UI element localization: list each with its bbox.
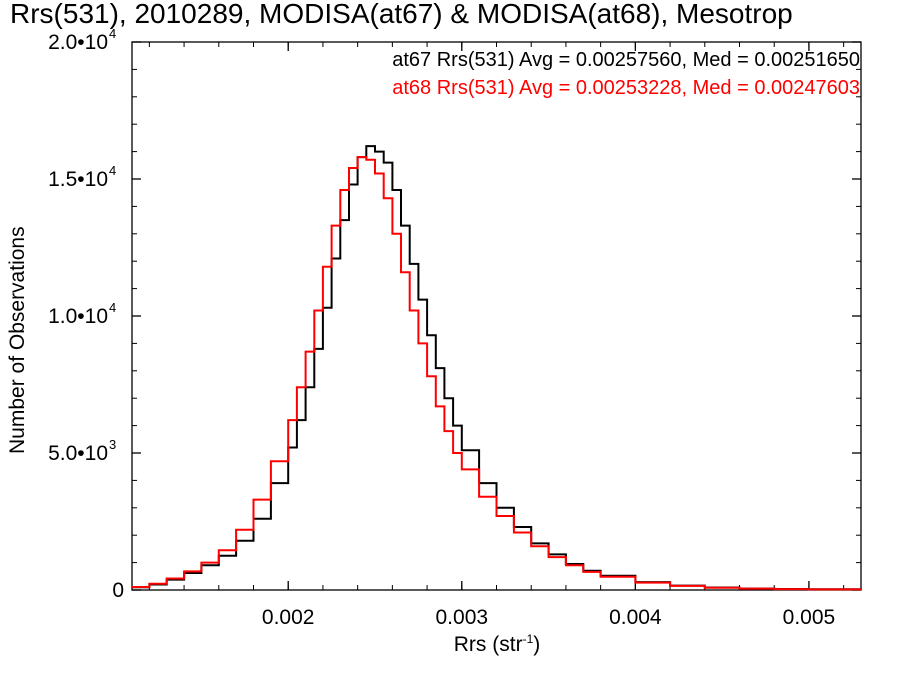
y-tick-exponent: 3: [109, 437, 116, 452]
y-tick-label: 5.0•10: [48, 442, 108, 465]
x-axis-label: Rrs (str-1): [0, 632, 900, 657]
series-group: [132, 145, 862, 591]
y-tick-exponent: 4: [109, 163, 116, 178]
x-axis-label-suffix: ): [533, 633, 541, 656]
series-line-at67: [132, 145, 862, 591]
y-tick-label: 1.0•10: [48, 305, 108, 328]
y-tick-label: 0: [112, 579, 124, 602]
x-axis-label-superscript: -1: [522, 632, 534, 646]
x-tick-label: 0.002: [262, 606, 315, 629]
legend-entry-at68: at68 Rrs(531) Avg = 0.00253228, Med = 0.…: [392, 77, 860, 99]
x-axis-label-text: Rrs (str: [453, 633, 523, 656]
y-axis-label: Number of Observations: [6, 226, 29, 454]
x-tick-label: 0.004: [609, 606, 662, 629]
y-tick-exponent: 4: [109, 26, 116, 41]
chart-title: Rrs(531), 2010289, MODISA(at67) & MODISA…: [10, 0, 793, 29]
y-tick-label: 2.0•10: [48, 31, 108, 54]
x-tick-label: 0.005: [783, 606, 836, 629]
y-tick-exponent: 4: [109, 300, 116, 315]
series-line-at68: [132, 156, 862, 591]
x-tick-label: 0.003: [436, 606, 489, 629]
y-tick-label: 1.5•10: [48, 168, 108, 191]
legend-entry-at67: at67 Rrs(531) Avg = 0.00257560, Med = 0.…: [392, 49, 860, 71]
